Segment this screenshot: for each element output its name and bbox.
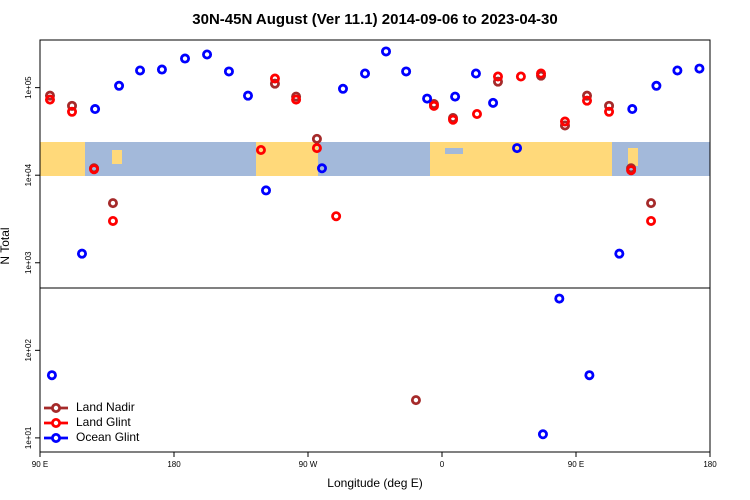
legend-marker [51,402,62,413]
point [471,108,482,119]
point [651,80,662,91]
x-axis-label: Longitude (deg E) [327,476,422,490]
point [401,66,412,77]
point [672,65,683,76]
point [291,94,302,105]
point [156,64,167,75]
point [223,66,234,77]
point [67,106,78,117]
point [381,46,392,57]
y-tick-label: 1e+04 [24,163,33,186]
point [269,73,280,84]
point [584,370,595,381]
legend-label: Ocean Glint [76,430,140,444]
point [331,211,342,222]
point [582,95,593,106]
point [627,104,638,115]
point [180,53,191,64]
point [492,76,503,87]
point [537,429,548,440]
point [114,80,125,91]
point [316,163,327,174]
point [626,165,637,176]
point [646,198,657,209]
point [614,248,625,259]
point [410,395,421,406]
plot-frame [39,39,711,453]
y-tick-label: 1e+03 [24,251,33,274]
point [422,93,433,104]
point [135,65,146,76]
point [428,100,439,111]
point [90,104,101,115]
point [492,71,503,82]
point [488,97,499,108]
point [255,145,266,156]
point [515,71,526,82]
point [202,49,213,60]
point [360,68,371,79]
legend-label: Land Glint [76,415,131,429]
point [107,198,118,209]
point [536,68,547,79]
point [107,215,118,226]
chart-title: 30N-45N August (Ver 11.1) 2014-09-06 to … [192,11,557,28]
point [554,293,565,304]
point [76,248,87,259]
y-tick-label: 1e+02 [24,339,33,362]
point [450,91,461,102]
point [242,90,253,101]
y-tick-label: 1e+01 [24,426,33,449]
point [311,143,322,154]
x-tick-label: 90 E [568,460,584,469]
x-tick-label: 90 W [299,460,318,469]
point [448,114,459,125]
point [261,185,272,196]
legend-marker [51,432,62,443]
point [44,90,55,101]
x-tick-label: 90 E [32,460,48,469]
legend-label: Land Nadir [76,400,135,414]
x-tick-label: 0 [440,460,445,469]
point [269,78,280,89]
legend-marker [51,417,62,428]
point [604,106,615,117]
y-axis-label: N Total [0,227,12,264]
point [646,215,657,226]
y-tick-label: 1e+05 [24,76,33,99]
point [89,164,100,175]
point [582,90,593,101]
point [694,63,705,74]
point [44,94,55,105]
point [470,68,481,79]
map-band [40,142,710,176]
x-tick-label: 180 [167,460,181,469]
x-tick-label: 180 [703,460,717,469]
point [559,120,570,131]
point [337,83,348,94]
point [512,143,523,154]
point [46,370,57,381]
point [559,116,570,127]
point [311,133,322,144]
